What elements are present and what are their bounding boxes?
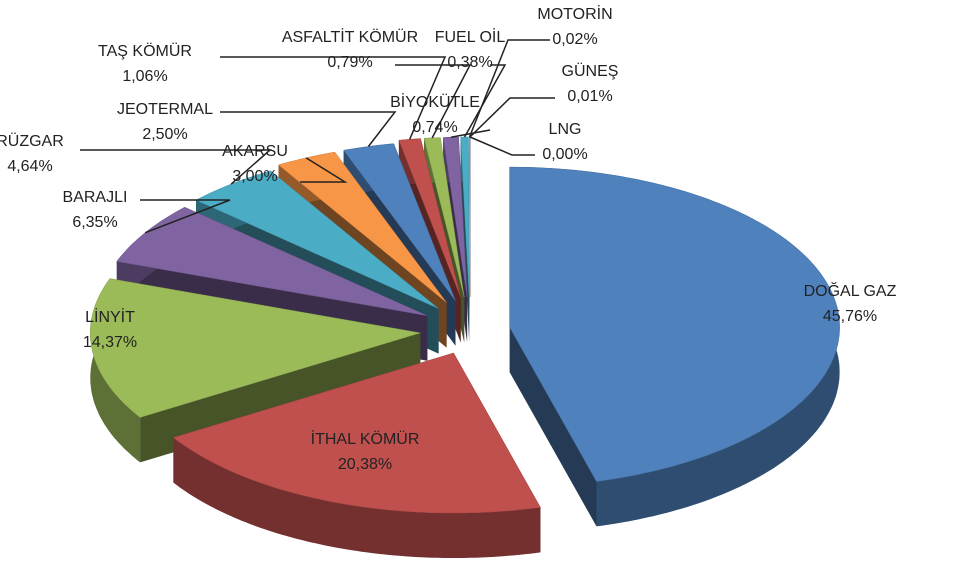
slice-side: [460, 137, 470, 342]
category-label: BARAJLI: [63, 189, 128, 206]
slice: [90, 278, 421, 418]
leader-line: [220, 111, 397, 147]
value-label: 20,38%: [338, 456, 392, 473]
value-label: 14,37%: [83, 334, 137, 351]
category-label: BİYOKÜTLE: [390, 92, 480, 111]
category-label: LİNYİT: [85, 307, 135, 326]
category-label: İTHAL KÖMÜR: [311, 429, 420, 448]
slice: [469, 136, 471, 298]
slice-group: [469, 136, 471, 342]
slice-group: [509, 166, 840, 527]
slice-group: [460, 136, 470, 342]
category-label: JEOTERMAL: [117, 101, 213, 118]
category-label: LNG: [549, 121, 582, 138]
leader-line: [468, 39, 550, 138]
leader-line: [395, 64, 472, 139]
value-label: 45,76%: [823, 308, 877, 325]
value-label: 1,06%: [122, 68, 167, 85]
slice: [442, 136, 468, 298]
value-label: 3,00%: [232, 168, 277, 185]
slice-edge: [173, 437, 541, 558]
leader-line: [469, 136, 535, 156]
category-label: TAŞ KÖMÜR: [98, 42, 192, 60]
slice: [172, 352, 541, 514]
category-label: AKARSU: [222, 143, 288, 160]
category-label: ASFALTİT KÖMÜR: [282, 27, 418, 46]
value-label: 4,64%: [7, 158, 52, 175]
leader-line: [140, 199, 231, 234]
value-label: 0,74%: [412, 119, 457, 136]
value-label: 0,00%: [542, 146, 587, 163]
category-label: FUEL OİL: [435, 27, 506, 46]
leader-line: [469, 97, 555, 138]
leader-line: [220, 56, 447, 140]
leader-line: [80, 149, 272, 185]
slice-side: [509, 327, 597, 527]
leader-line: [300, 157, 348, 183]
leader-line: [463, 64, 507, 138]
value-label: 0,38%: [447, 54, 492, 71]
value-label: 2,50%: [142, 126, 187, 143]
value-label: 0,02%: [552, 31, 597, 48]
category-label: GÜNEŞ: [562, 62, 619, 80]
value-label: 0,01%: [567, 88, 612, 105]
value-label: 0,79%: [327, 54, 372, 71]
slice-group: [172, 352, 541, 558]
category-label: DOĞAL GAZ: [804, 281, 897, 300]
category-label: RÜZGAR: [0, 132, 64, 150]
category-label: MOTORİN: [537, 4, 612, 23]
slice: [509, 166, 840, 482]
value-label: 6,35%: [72, 214, 117, 231]
